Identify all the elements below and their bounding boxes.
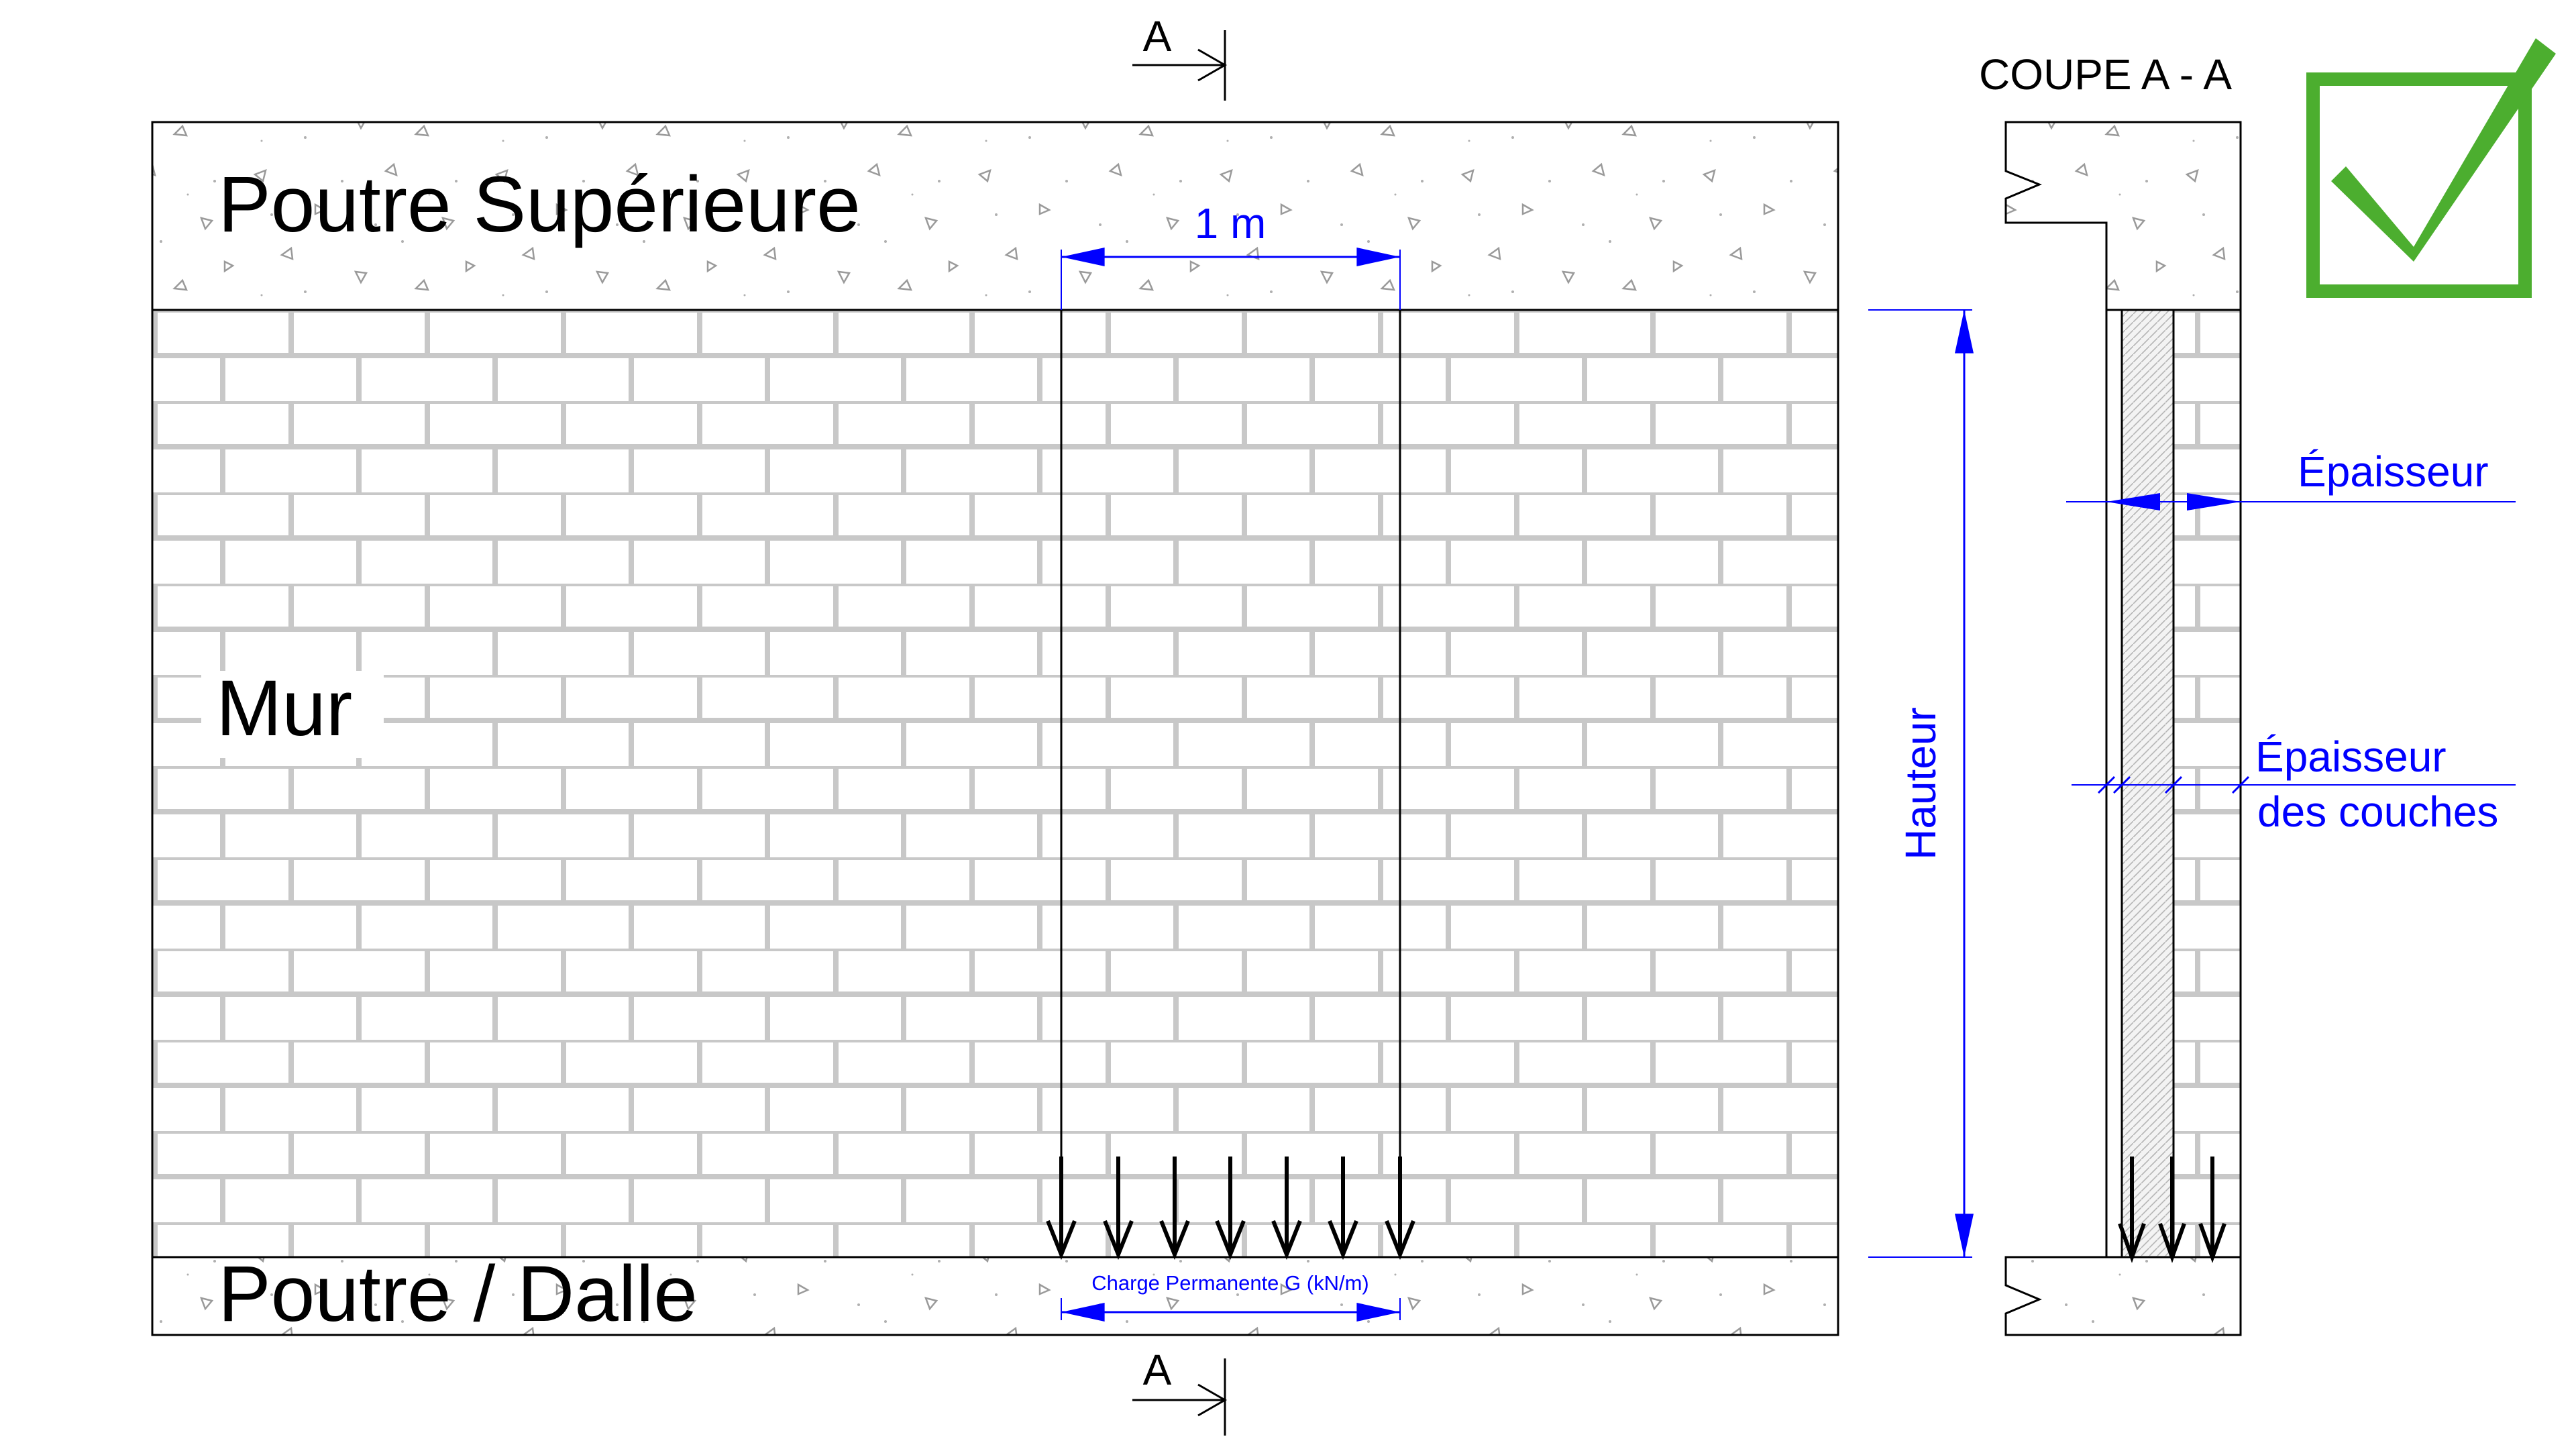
section-bottom-beam	[2004, 1256, 2242, 1336]
load-label: Charge Permanente G (kN/m)	[1091, 1271, 1368, 1295]
check-mark-icon	[2306, 38, 2556, 298]
top-beam-label: Poutre Supérieure	[218, 160, 861, 249]
section-mark-bottom-label: A	[1143, 1346, 1172, 1394]
wall-label: Mur	[216, 664, 352, 753]
brick-wall	[151, 309, 1839, 1258]
section-brick-layer	[2172, 309, 2242, 1258]
bottom-beam-label: Poutre / Dalle	[218, 1250, 698, 1338]
section-mark-top: A	[1132, 12, 1228, 101]
wall-label-background	[201, 671, 384, 758]
top-beam	[151, 121, 1839, 311]
section-mark-top-label: A	[1143, 12, 1172, 60]
thickness-label: Épaisseur	[2298, 447, 2489, 496]
section-top-beam	[2004, 121, 2242, 311]
layer-thickness-label-line2: des couches	[2257, 788, 2498, 836]
bottom-beam	[151, 1256, 1839, 1336]
section-load-arrows	[2118, 1157, 2226, 1263]
elevation-view: Poutre Supérieure Mur Poutre / Dalle 1 m…	[151, 12, 1974, 1436]
section-title: COUPE A - A	[1979, 50, 2232, 99]
thickness-arrow-left	[2106, 493, 2160, 511]
section-hatched-layer	[2121, 309, 2175, 1258]
width-dimension-label: 1 m	[1195, 199, 1267, 248]
section-mark-bottom: A	[1132, 1346, 1228, 1436]
section-a-a: COUPE A - A Épaisseur Épaisseur des couc…	[1979, 50, 2516, 1336]
thickness-arrow-right	[2187, 493, 2241, 511]
height-dimension-label: Hauteur	[1896, 707, 1945, 860]
load-arrows	[1046, 1157, 1415, 1260]
layer-thickness-ticks	[2097, 775, 2250, 794]
layer-thickness-label-line1: Épaisseur	[2255, 733, 2447, 781]
